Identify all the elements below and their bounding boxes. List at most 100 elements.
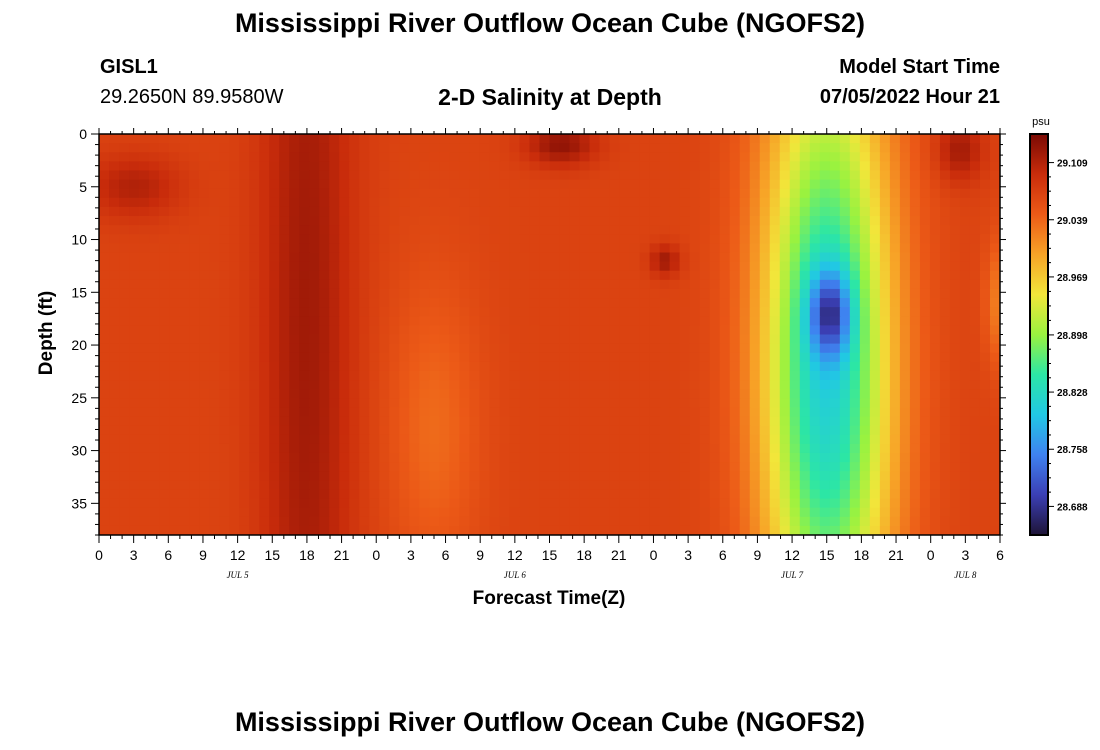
heatmap-cell [239, 480, 250, 491]
heatmap-cell [439, 480, 450, 491]
heatmap-cell [329, 143, 340, 153]
heatmap-cell [959, 507, 971, 518]
heatmap-cell [609, 498, 621, 509]
heatmap-cell [629, 270, 641, 281]
heatmap-cell [389, 425, 400, 436]
heatmap-cell [199, 452, 210, 463]
heatmap-cell [409, 261, 420, 272]
heatmap-cell [229, 498, 240, 509]
heatmap-cell [889, 279, 901, 290]
heatmap-cell [499, 161, 511, 172]
heatmap-cell [889, 370, 901, 381]
heatmap-cell [709, 434, 721, 445]
heatmap-cell [769, 316, 781, 326]
heatmap-cell [159, 298, 170, 308]
heatmap-cell [499, 380, 511, 390]
heatmap-cell [289, 352, 300, 363]
heatmap-cell [899, 143, 911, 153]
heatmap-cell [319, 489, 330, 500]
heatmap-cell [749, 234, 761, 244]
heatmap-cell [179, 334, 190, 345]
heatmap-cell [929, 407, 941, 418]
heatmap-cell [129, 225, 140, 235]
heatmap-cell [109, 525, 120, 535]
heatmap-cell [749, 197, 761, 208]
heatmap-cell [289, 525, 300, 535]
heatmap-cell [979, 343, 991, 354]
heatmap-cell [399, 279, 410, 290]
heatmap-cell [719, 170, 731, 181]
heatmap-cell [169, 179, 180, 190]
x-tick-label: 21 [334, 547, 350, 563]
heatmap-cell [529, 443, 541, 454]
heatmap-cell [639, 525, 651, 535]
heatmap-cell [519, 206, 531, 217]
heatmap-cell [279, 489, 290, 500]
heatmap-cell [339, 443, 350, 454]
heatmap-cell [609, 216, 621, 226]
heatmap-cell [959, 516, 971, 527]
heatmap-cell [539, 389, 551, 399]
heatmap-cell [609, 197, 621, 208]
heatmap-cell [369, 234, 380, 244]
heatmap-cell [619, 334, 631, 345]
heatmap-cell [239, 452, 250, 463]
heatmap-cell [709, 288, 721, 299]
heatmap-cell [99, 216, 110, 226]
heatmap-cell [389, 134, 400, 144]
heatmap-cell [779, 525, 791, 535]
heatmap-cell [789, 279, 801, 290]
heatmap-cell [429, 143, 440, 153]
heatmap-cell [769, 525, 781, 535]
heatmap-cell [919, 434, 931, 445]
heatmap-cell [909, 471, 921, 481]
heatmap-cell [729, 288, 741, 299]
heatmap-cell [809, 234, 821, 244]
heatmap-cell [169, 206, 180, 217]
heatmap-cell [509, 361, 521, 372]
heatmap-cell [949, 216, 961, 226]
heatmap-cell [109, 407, 120, 418]
heatmap-cell [499, 288, 511, 299]
heatmap-cell [979, 252, 991, 263]
heatmap-cell [809, 380, 821, 390]
x-tick-label: 12 [784, 547, 800, 563]
heatmap-cell [329, 352, 340, 363]
heatmap-cell [989, 416, 1000, 427]
heatmap-cell [129, 170, 140, 181]
heatmap-cell [549, 288, 561, 299]
heatmap-cell [169, 380, 180, 390]
heatmap-cell [729, 480, 741, 491]
heatmap-cell [709, 516, 721, 527]
heatmap-cell [139, 288, 150, 299]
heatmap-cell [519, 525, 531, 535]
heatmap-cell [489, 270, 501, 281]
heatmap-cell [229, 398, 240, 409]
heatmap-cell [649, 206, 661, 217]
heatmap-cell [269, 462, 280, 472]
heatmap-cell [399, 152, 410, 162]
heatmap-cell [759, 170, 771, 181]
heatmap-cell [809, 170, 821, 181]
heatmap-cell [959, 370, 971, 381]
heatmap-cell [939, 416, 951, 427]
heatmap-cell [509, 161, 521, 172]
heatmap-cell [309, 462, 320, 472]
heatmap-cell [989, 489, 1000, 500]
heatmap-cell [459, 343, 471, 354]
heatmap-cell [659, 279, 671, 290]
heatmap-cell [579, 498, 591, 509]
heatmap-cell [909, 489, 921, 500]
heatmap-cell [719, 179, 731, 190]
heatmap-cell [219, 516, 230, 527]
heatmap-cell [939, 452, 951, 463]
heatmap-cell [329, 152, 340, 162]
heatmap-cell [859, 380, 871, 390]
heatmap-cell [99, 343, 110, 354]
heatmap-cell [329, 234, 340, 244]
heatmap-cell [389, 498, 400, 509]
heatmap-cell [329, 307, 340, 317]
heatmap-cell [899, 462, 911, 472]
heatmap-cell [389, 380, 400, 390]
heatmap-cell [759, 243, 771, 254]
